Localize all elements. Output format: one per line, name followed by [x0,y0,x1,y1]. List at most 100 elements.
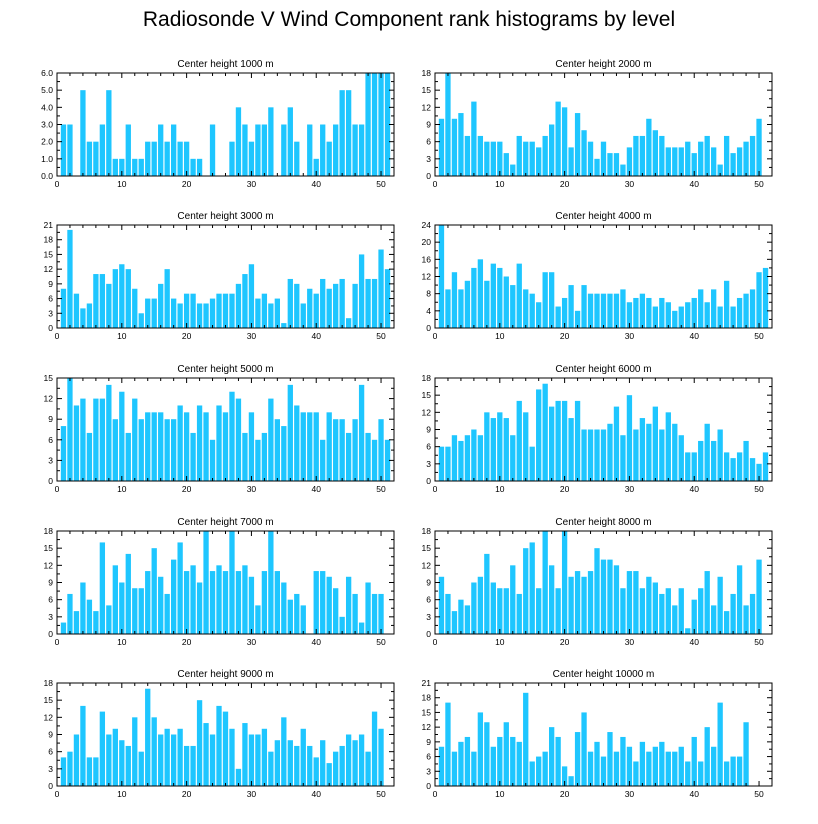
bar [86,432,93,481]
bar [451,118,458,176]
x-tick-label: 50 [376,637,386,647]
bar [261,728,268,786]
x-tick-label: 30 [247,637,257,647]
bar [287,599,293,634]
y-tick-label: 21 [44,220,54,230]
bar [626,147,633,176]
y-tick-label: 15 [44,543,54,553]
bar [549,565,555,634]
bar [384,73,391,176]
panel-title: Center height 7000 m [177,517,273,528]
bar [665,302,671,328]
bar [300,728,306,786]
bar [523,412,529,481]
bar [672,751,678,786]
panel-3: Center height 3000 m 0 10 20 30 40 50 0 3 6 9 12 15 1… [44,211,395,341]
bar [438,118,445,176]
bar [67,593,73,634]
x-tick-label: 40 [311,179,321,189]
bar [698,761,704,786]
bar [151,141,157,176]
y-tick-label: 9 [426,425,431,435]
bar [626,302,633,328]
bar [145,688,151,786]
bar [222,711,229,786]
bar [458,440,464,481]
panel-title: Center height 1000 m [177,59,273,70]
bar [151,548,157,634]
bar [490,263,496,329]
bar [358,254,365,328]
bar [484,722,490,786]
bar [99,398,106,481]
panel-title: Center height 3000 m [177,211,273,222]
bar [652,582,658,634]
bar [248,264,255,328]
bar [209,439,216,481]
bar [151,298,157,328]
bar [345,90,352,176]
panel-9: Center height 9000 m 0 10 20 30 40 50 0 3 6 9 12 15 1… [44,669,395,799]
bar [209,571,216,634]
bar [352,283,358,328]
bar [216,565,222,634]
bar [73,405,80,481]
x-tick-label: 50 [754,637,764,647]
y-tick-label: 3 [48,455,53,465]
bar [274,740,280,786]
bar [594,548,600,634]
y-tick-label: 15 [422,543,432,553]
bar [365,73,371,176]
bar [685,761,691,786]
y-tick-label: 2.0 [41,137,53,147]
panel-title: Center height 10000 m [553,669,655,680]
bar [242,723,248,786]
bar [691,297,697,328]
bar [685,302,691,328]
bar [756,559,762,634]
x-tick-label: 50 [376,179,386,189]
bar [242,432,248,481]
bar [326,576,332,634]
bar [67,378,73,481]
bar [510,736,516,786]
bar [93,398,99,481]
bar [659,741,665,786]
bar [333,419,339,481]
bar [678,588,684,634]
bar [67,124,73,176]
bar [345,432,352,481]
bar [743,605,749,634]
x-tick-label: 30 [625,331,635,341]
bar [196,303,203,328]
bar [529,446,535,481]
panel-title: Center height 5000 m [177,364,273,375]
bar [125,553,131,634]
bar [639,135,646,176]
bar [358,124,365,176]
bar [216,293,222,328]
bar [698,440,704,481]
x-tick-label: 30 [247,789,257,799]
bar [594,158,600,176]
bar [445,702,451,786]
bar [659,297,665,328]
x-tick-label: 40 [689,637,699,647]
bar [749,135,756,176]
bar [484,412,490,481]
bar [287,107,293,176]
bar [209,298,216,328]
bar [106,605,112,634]
bar [536,147,542,176]
bar [542,751,548,786]
bar [477,712,484,786]
bar [600,756,607,786]
bar [177,405,183,481]
bar [378,593,384,634]
bar [320,571,326,634]
bar [451,611,458,634]
bar [549,272,555,328]
bar [646,118,652,176]
bar [743,141,749,176]
bar [542,383,548,481]
